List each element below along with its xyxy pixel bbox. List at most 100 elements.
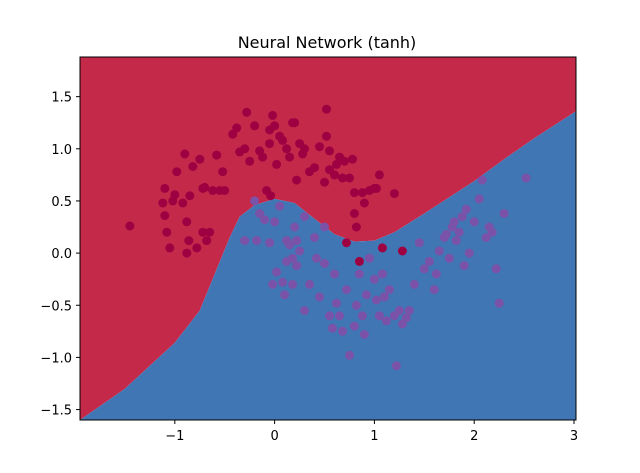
scatter-point-class-1	[384, 285, 394, 295]
scatter-point-class-0	[245, 156, 255, 166]
scatter-point-class-0	[218, 167, 228, 177]
scatter-point-class-1	[354, 269, 364, 279]
scatter-point-class-0	[250, 121, 260, 131]
y-tick-label: −1.0	[40, 351, 72, 366]
scatter-point-class-1	[351, 300, 361, 310]
scatter-point-class-0	[188, 162, 198, 171]
scatter-point-class-0	[351, 222, 361, 232]
scatter-point-class-0	[125, 221, 135, 231]
scatter-point-class-1	[461, 204, 471, 214]
scatter-point-class-0	[349, 188, 359, 198]
y-tick-label: −1.5	[40, 404, 72, 419]
scatter-point-class-0	[290, 118, 300, 128]
x-tick-label: 3	[570, 429, 578, 444]
scatter-point-class-0	[158, 198, 168, 208]
scatter-point-class-1	[444, 253, 454, 263]
scatter-point-class-1	[371, 295, 381, 305]
y-axis-ticks: −1.5 −1.0 −0.5 0.0 0.5 1.0 1.5	[40, 91, 80, 419]
x-axis-ticks: −1 0 1 2 3	[165, 420, 578, 444]
scatter-point-class-0	[240, 144, 250, 154]
scatter-point-class-0	[165, 243, 175, 253]
scatter-point-class-1	[361, 290, 371, 300]
decision-region-class-0	[80, 57, 576, 420]
scatter-point-class-0	[322, 131, 331, 141]
y-tick-label: 0.5	[51, 195, 72, 210]
scatter-point-class-0	[182, 248, 192, 258]
scatter-point-class-0	[272, 159, 282, 169]
scatter-point-class-1	[265, 238, 275, 248]
scatter-point-class-0	[389, 189, 399, 199]
scatter-point-class-1	[454, 227, 464, 237]
scatter-point-class-1	[377, 269, 387, 279]
scatter-point-class-1	[431, 269, 441, 279]
scatter-point-class-1	[292, 261, 302, 271]
scatter-point-class-0	[315, 142, 324, 152]
scatter-point-class-0	[325, 146, 334, 156]
scatter-point-class-1	[288, 279, 298, 289]
scatter-point-class-0	[208, 186, 218, 195]
scatter-point-class-0	[322, 104, 331, 114]
scatter-point-class-1	[409, 279, 419, 289]
scatter-point-class-0	[285, 152, 295, 162]
scatter-point-class-1	[328, 323, 337, 333]
scatter-point-class-0	[180, 149, 190, 159]
chart-title: Neural Network (tanh)	[238, 33, 417, 52]
scatter-point-class-1	[240, 236, 250, 246]
scatter-point-class-1	[300, 306, 309, 315]
scatter-point-class-0	[160, 211, 170, 221]
scatter-point-class-1	[330, 269, 339, 279]
x-tick-label: −1	[165, 429, 184, 444]
scatter-point-class-0	[320, 177, 329, 187]
scatter-point-class-1	[359, 330, 369, 339]
scatter-point-class-0	[342, 238, 351, 248]
scatter-point-class-1	[332, 298, 341, 308]
scatter-point-class-1	[275, 201, 285, 211]
scatter-point-class-0	[359, 198, 369, 208]
scatter-point-class-1	[349, 321, 359, 331]
scatter-point-class-0	[268, 110, 278, 120]
scatter-point-class-1	[381, 316, 391, 326]
y-tick-label: 1.5	[51, 91, 72, 106]
x-tick-label: 1	[370, 429, 378, 444]
x-tick-label: 0	[270, 429, 278, 444]
scatter-point-class-0	[184, 236, 194, 246]
scatter-point-class-1	[305, 279, 314, 289]
scatter-point-class-0	[160, 183, 170, 193]
scatter-point-class-0	[185, 191, 195, 201]
scatter-point-class-0	[178, 198, 188, 208]
scatter-point-class-1	[288, 253, 298, 263]
scatter-point-class-0	[354, 256, 364, 266]
scatter-point-class-1	[477, 175, 487, 185]
scatter-point-class-0	[349, 209, 359, 218]
plot-area	[80, 57, 576, 420]
scatter-point-class-1	[424, 256, 434, 266]
scatter-point-class-0	[182, 217, 192, 227]
scatter-point-class-1	[278, 277, 288, 287]
scatter-point-class-1	[434, 246, 444, 256]
scatter-point-class-1	[391, 361, 401, 371]
scatter-point-class-1	[270, 217, 280, 227]
scatter-point-class-1	[419, 264, 429, 274]
x-tick-label: 2	[470, 429, 478, 444]
scatter-point-class-0	[220, 186, 230, 195]
y-tick-label: 0.0	[51, 247, 72, 262]
scatter-point-class-1	[401, 313, 411, 323]
scatter-point-class-0	[282, 144, 292, 154]
scatter-point-class-1	[320, 222, 329, 232]
scatter-point-class-1	[280, 290, 290, 300]
scatter-point-class-1	[481, 233, 491, 242]
scatter-point-class-1	[272, 267, 282, 277]
scatter-point-class-1	[320, 259, 329, 268]
scatter-point-class-1	[345, 350, 354, 360]
scatter-point-class-0	[371, 183, 381, 193]
scatter-point-class-0	[258, 152, 268, 162]
scatter-point-class-1	[499, 209, 509, 218]
scatter-point-class-1	[374, 311, 384, 321]
scatter-point-class-0	[212, 150, 222, 160]
scatter-point-class-1	[310, 233, 319, 242]
scatter-point-class-0	[232, 123, 242, 133]
scatter-point-class-0	[332, 159, 341, 169]
scatter-points	[125, 104, 531, 371]
scatter-point-class-0	[330, 170, 339, 180]
scatter-point-class-1	[252, 236, 262, 246]
